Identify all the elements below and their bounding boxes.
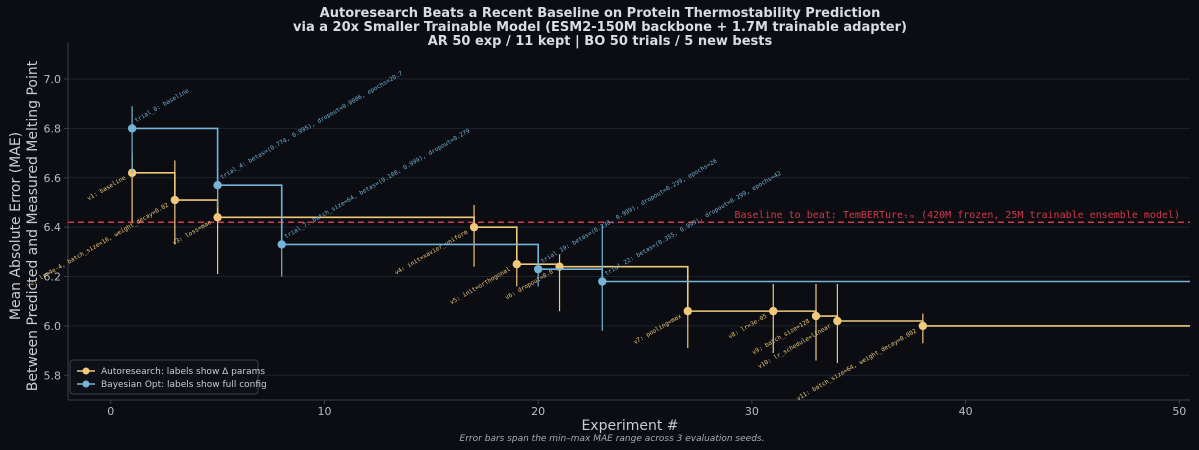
footnote: Error bars span the min–max MAE range ac… <box>460 434 765 444</box>
legend-bayesian-label: Bayesian Opt: labels show full config <box>101 380 267 390</box>
chart-title-line-1: Autoresearch Beats a Recent Baseline on … <box>320 6 881 21</box>
baseline-label: Baseline to beat: TemBERTureₜₘ (420M fro… <box>734 210 1180 221</box>
autoresearch-point <box>469 222 479 232</box>
x-tick-label: 50 <box>1172 405 1186 418</box>
autoresearch-point <box>769 306 778 316</box>
autoresearch-point <box>170 195 180 205</box>
autoresearch-point <box>918 321 928 331</box>
autoresearch-point <box>811 311 821 321</box>
x-tick-label: 10 <box>317 405 331 418</box>
autoresearch-point <box>213 213 222 222</box>
y-tick-label: 5.8 <box>44 369 62 382</box>
bayesian-point <box>533 264 543 274</box>
legend-bayesian-marker <box>82 380 90 388</box>
legend-box <box>69 359 259 395</box>
legend-autoresearch-label: Autoresearch: labels show Δ params <box>101 367 265 377</box>
y-tick-label: 7.0 <box>44 73 62 86</box>
x-axis-label: Experiment # <box>581 418 678 434</box>
x-tick-label: 40 <box>959 405 973 418</box>
autoresearch-point <box>512 260 521 269</box>
bayesian-point <box>277 240 286 249</box>
autoresearch-point <box>833 316 842 326</box>
chart-title-line-3: AR 50 exp / 11 kept | BO 50 trials / 5 n… <box>428 34 773 49</box>
y-axis-label-line-1: Mean Absolute Error (MAE) <box>8 132 24 320</box>
y-tick-label: 6.4 <box>44 221 62 234</box>
legend-autoresearch-marker <box>82 367 90 375</box>
y-tick-label: 6.6 <box>44 172 62 185</box>
bayesian-point <box>598 277 607 286</box>
y-tick-label: 6.0 <box>44 320 62 333</box>
x-tick-label: 30 <box>745 405 759 418</box>
y-tick-label: 6.8 <box>44 122 62 135</box>
x-tick-label: 20 <box>531 405 545 418</box>
autoresearch-point <box>683 306 692 316</box>
chart-title-line-2: via a 20x Smaller Trainable Model (ESM2-… <box>293 20 907 35</box>
x-tick-label: 0 <box>107 405 114 418</box>
y-tick-label: 6.2 <box>44 271 62 284</box>
legend: Autoresearch: labels show Δ params Bayes… <box>69 359 267 395</box>
bayesian-point <box>127 124 137 133</box>
bayesian-point <box>213 181 222 190</box>
y-axis-label-line-2: Between Predicted and Measured Melting P… <box>25 60 41 391</box>
